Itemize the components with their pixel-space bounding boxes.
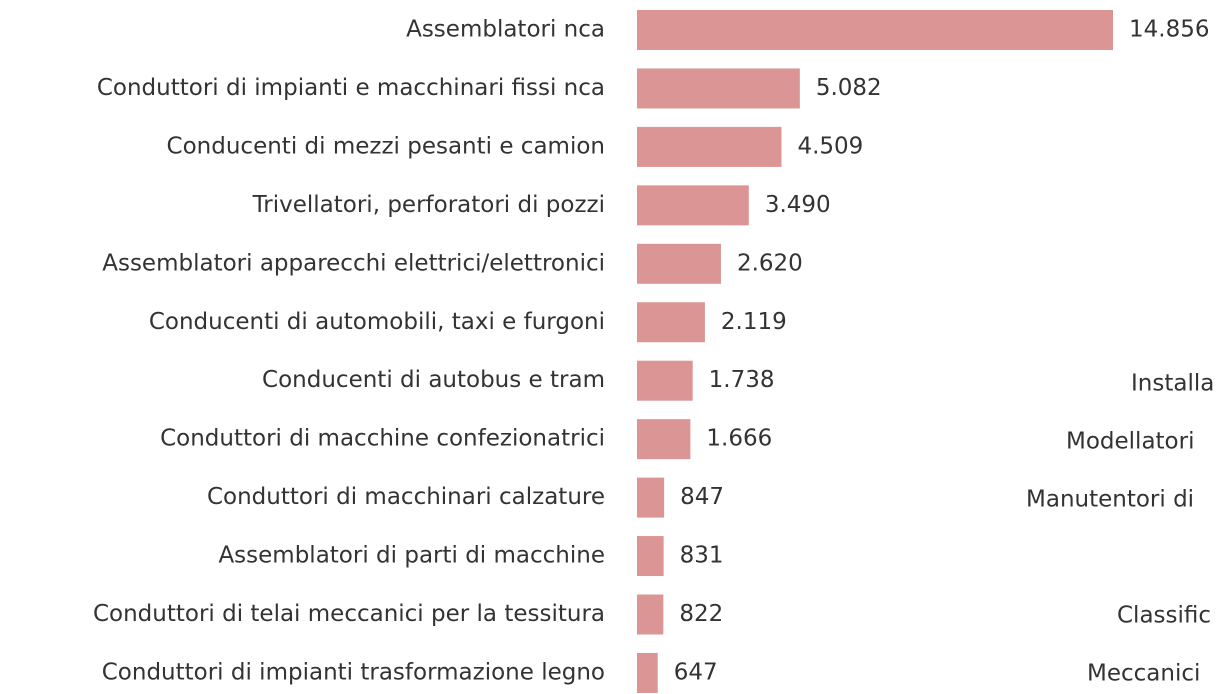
bar [637, 10, 1113, 50]
cropped-label: Meccanici [1087, 661, 1200, 687]
category-label: Assemblatori nca [406, 17, 605, 43]
value-label: 1.738 [709, 367, 775, 393]
value-label: 2.119 [721, 309, 787, 335]
value-label: 822 [679, 601, 723, 627]
bar [637, 302, 705, 343]
category-label: Assemblatori apparecchi elettrici/elettr… [102, 250, 605, 276]
category-label: Conduttori di impianti e macchinari fiss… [97, 75, 605, 101]
value-label: 831 [680, 543, 724, 569]
bar [637, 477, 665, 518]
bar [637, 126, 782, 167]
category-label: Conduttori di macchine confezionatrici [160, 426, 605, 452]
bar [637, 68, 800, 109]
category-label: Conduttori di impianti trasformazione le… [102, 659, 605, 685]
bar [637, 243, 721, 284]
cropped-label: Installa [1131, 371, 1214, 397]
value-label: 14.856 [1129, 17, 1209, 43]
value-label: 3.490 [765, 192, 831, 218]
category-label: Conducenti di autobus e tram [262, 367, 605, 393]
cropped-label: Modellatori [1066, 429, 1194, 455]
bar [637, 594, 664, 635]
value-label: 2.620 [737, 250, 803, 276]
bar [637, 185, 749, 226]
cropped-label: Classific [1117, 603, 1211, 629]
bar [637, 360, 693, 401]
cropped-label: Manutentori di [1026, 487, 1194, 513]
category-label: Conduttori di telai meccanici per la tes… [93, 601, 605, 627]
category-label: Trivellatori, perforatori di pozzi [252, 192, 605, 218]
value-label: 647 [674, 659, 718, 685]
category-label: Assemblatori di parti di macchine [218, 543, 605, 569]
category-label: Conducenti di automobili, taxi e furgoni [149, 309, 605, 335]
bar [637, 652, 658, 693]
value-label: 5.082 [816, 75, 882, 101]
bar [637, 419, 691, 460]
value-label: 1.666 [706, 426, 772, 452]
value-label: 847 [680, 484, 724, 510]
bar [637, 536, 664, 577]
value-label: 4.509 [797, 133, 863, 159]
category-label: Conduttori di macchinari calzature [207, 484, 605, 510]
category-label: Conducenti di mezzi pesanti e camion [167, 133, 605, 159]
